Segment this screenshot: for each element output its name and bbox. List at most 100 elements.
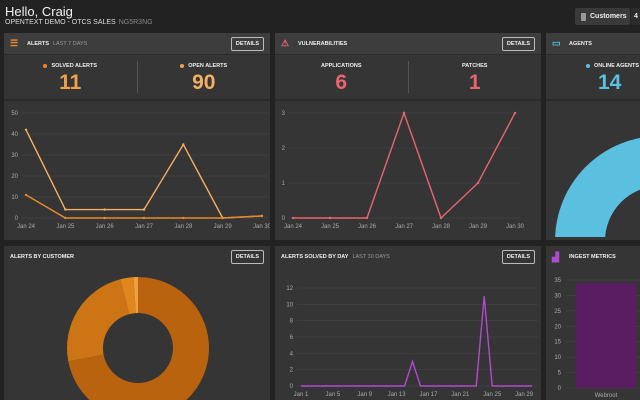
x-tick-label: Jan 9 — [357, 392, 372, 398]
series-line — [293, 110, 516, 220]
donut-slice — [67, 279, 130, 362]
x-tick-label: Webroot — [595, 393, 618, 399]
vulns-details-button[interactable]: DETAILS — [501, 37, 535, 51]
panel-period: LAST 30 DAYS — [352, 254, 390, 260]
online-count: 14 — [598, 71, 622, 94]
donut-slice — [120, 277, 136, 315]
org-label: OPENTEXT DEMO - OTCS SALES — [5, 19, 116, 26]
panel-period: LAST 7 DAYS — [53, 40, 88, 47]
ingest-bar-chart: 0 5 10 15 20 25 30 35 Webroot — [554, 278, 640, 399]
online-dot — [586, 63, 590, 68]
y-tick-label: 50 — [11, 111, 18, 117]
data-point — [260, 214, 264, 218]
y-tick-label: 40 — [11, 132, 18, 138]
agents-panel: ▭ AGENTS ONLINE AGENTS 14 — [546, 33, 640, 240]
y-tick-label: 12 — [286, 286, 293, 292]
x-tick-label: Jan 28 — [432, 224, 451, 230]
alerts-panel: ☰ ALERTS LAST 7 DAYS DETAILS SOLVED ALERTS 1… — [4, 33, 270, 240]
solved-by-day-line-chart: 0 2 4 6 8 10 12 Jan 1 Jan 5 Jan 9 Jan 13 Jan 17 Jan … — [286, 286, 538, 398]
alerts-line-chart: 0 10 20 30 40 50 Jan 24 Jan 25 Jan 26 Jan 27 Jan 2… — [11, 111, 270, 230]
donut-slice — [68, 277, 209, 400]
warning-icon: ⚠ — [281, 38, 290, 48]
building-icon — [581, 12, 586, 21]
apps-count: 6 — [335, 71, 348, 94]
panel-title: AGENTS — [569, 40, 592, 47]
y-tick-label: 15 — [554, 340, 561, 346]
data-point — [513, 111, 517, 115]
data-point — [328, 216, 332, 220]
data-point — [24, 193, 28, 197]
y-tick-label: 20 — [554, 324, 561, 330]
x-tick-label: Jan 26 — [96, 224, 115, 230]
org-name: OPENTEXT DEMO - OTCS SALES NG5R3NG — [5, 19, 153, 26]
monitor-icon: ▭ — [552, 38, 561, 48]
alerts-by-customer-panel: ALERTS BY CUSTOMER DETAILS — [4, 246, 270, 400]
y-tick-label: 2 — [282, 146, 286, 152]
x-tick-label: Jan 25 — [483, 392, 502, 398]
x-tick-label: Jan 24 — [17, 224, 36, 230]
vulns-line-chart: 0 1 2 3 Jan 24 Jan 25 Jan 26 Jan 27 Jan 28 Jan 29… — [282, 110, 525, 230]
x-tick-label: Jan 25 — [321, 224, 340, 230]
gauge-arc — [555, 137, 640, 237]
x-tick-label: Jan 24 — [284, 224, 303, 230]
customers-button[interactable]: Customers — [575, 8, 630, 25]
online-label: ONLINE AGENTS — [594, 63, 640, 69]
solved-dot — [43, 63, 48, 68]
y-tick-label: 25 — [554, 309, 561, 315]
bar-chart-icon: ▟ — [552, 251, 559, 262]
y-tick-label: 30 — [11, 153, 18, 159]
y-tick-label: 0 — [290, 384, 294, 390]
patches-label: PATCHES — [462, 63, 488, 69]
x-tick-label: Jan 25 — [56, 224, 75, 230]
apps-label: APPLICATIONS — [320, 63, 362, 69]
panel-title: ALERTS — [27, 40, 49, 47]
alerts-by-customer-donut — [67, 277, 209, 400]
customers-label: Customers — [590, 13, 627, 20]
data-point — [182, 216, 185, 220]
y-tick-label: 0 — [15, 216, 19, 222]
x-tick-label: Jan 27 — [135, 224, 154, 230]
list-icon: ☰ — [10, 38, 19, 48]
data-point — [103, 208, 106, 211]
data-point — [365, 216, 369, 220]
bar — [576, 283, 636, 388]
y-tick-label: 35 — [554, 278, 561, 284]
open-dot — [180, 63, 185, 68]
y-tick-label: 5 — [558, 371, 562, 377]
alerts-details-button[interactable]: DETAILS — [230, 37, 264, 51]
data-point — [221, 216, 224, 220]
x-tick-label: Jan 1 — [294, 392, 309, 398]
clipped-group — [67, 277, 209, 400]
data-point — [182, 143, 185, 146]
series-line — [25, 194, 263, 219]
panel-title: INGEST METRICS — [569, 254, 616, 260]
y-tick-label: 2 — [290, 368, 294, 374]
y-tick-label: 4 — [290, 351, 294, 357]
open-label: OPEN ALERTS — [188, 63, 228, 69]
customers-count[interactable]: 4 — [631, 8, 640, 25]
y-tick-label: 0 — [558, 386, 562, 392]
x-tick-label: Jan 29 — [469, 224, 488, 230]
x-tick-label: Jan 27 — [395, 224, 414, 230]
data-point — [64, 208, 67, 211]
org-code: NG5R3NG — [118, 19, 153, 26]
data-point — [439, 216, 443, 220]
byday-details-button[interactable]: DETAILS — [501, 250, 535, 264]
x-tick-label: Jan 30 — [506, 224, 525, 230]
clipped-group — [555, 137, 640, 237]
y-tick-label: 6 — [290, 335, 294, 341]
data-point — [291, 216, 295, 220]
x-tick-label: Jan 5 — [326, 392, 341, 398]
open-count: 90 — [192, 71, 216, 94]
customer-details-button[interactable]: DETAILS — [230, 250, 264, 264]
data-point — [103, 216, 106, 220]
solved-label: SOLVED ALERTS — [51, 63, 98, 69]
y-tick-label: 1 — [282, 181, 286, 187]
y-tick-label: 3 — [282, 111, 286, 117]
data-point — [142, 216, 146, 220]
x-tick-label: Jan 21 — [451, 392, 470, 398]
data-point — [64, 216, 67, 220]
greeting: Hello, Craig — [5, 4, 73, 19]
x-tick-label: Jan 30 — [253, 224, 270, 230]
series-line — [301, 296, 532, 387]
